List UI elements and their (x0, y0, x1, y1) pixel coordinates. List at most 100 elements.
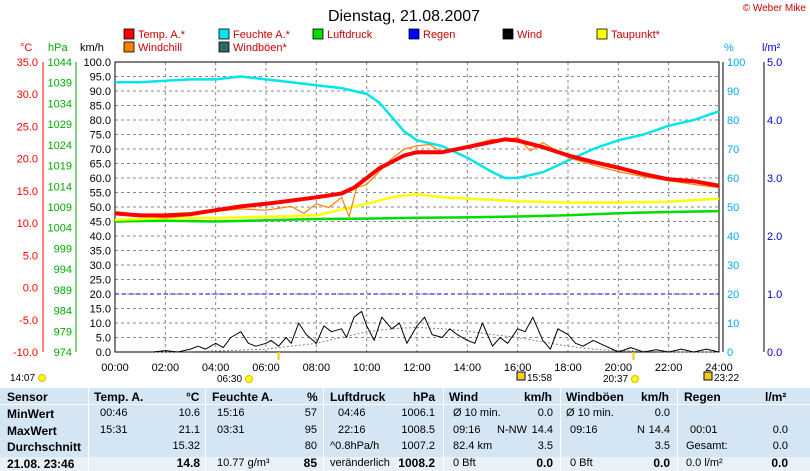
humidity-tick-label: 90 (727, 86, 739, 98)
pressure-tick-label: 974 (54, 347, 72, 359)
marker-time-label: 06:30 (217, 374, 242, 385)
legend-swatch (408, 28, 420, 40)
temp-tick-label: 20.0 (17, 154, 38, 166)
humidity-axis-label: % (724, 42, 734, 54)
wind-tick-label: 65.0 (90, 159, 111, 171)
hum-abs: 10.77 g/m³ (217, 457, 270, 469)
legend-label: Feuchte A.* (233, 29, 291, 41)
humidity-tick-label: 30 (727, 260, 739, 272)
wind-tick-label: 85.0 (90, 101, 111, 113)
legend-label: Taupunkt* (611, 29, 661, 41)
wind-tick-label: 25.0 (90, 275, 111, 287)
wind-r1-label: Ø 10 min. (453, 407, 501, 419)
y-axis-ticks: 35.0 30.0 25.0 20.0 15.0 10.0 5.0 0.0 -5.0 -10.0 1… (13, 57, 782, 359)
press-avg: 1007.2 (401, 440, 435, 452)
current-row-bg (0, 457, 810, 471)
humidity-tick-label: 40 (727, 231, 739, 243)
wind-tick-label: 50.0 (90, 202, 111, 214)
legend-swatch (502, 28, 514, 40)
pressure-axis-label: hPa (48, 42, 68, 54)
series-line (114, 137, 720, 218)
wind-r4-label: 0 Bft (453, 457, 476, 469)
gust-r3: 3.5 (654, 440, 670, 452)
temp-tick-label: 0.0 (23, 283, 38, 295)
wind-tick-label: 95.0 (90, 72, 111, 84)
pressure-tick-label: 999 (54, 243, 72, 255)
legend-label: Wind (517, 29, 542, 41)
wind-r2-label: 09:16 (453, 424, 481, 436)
time-markers: 14:07 06:30 15:58 20:37 23:22 (10, 352, 739, 385)
x-tick-label: 18:00 (554, 362, 582, 374)
x-tick-label: 08:00 (303, 362, 331, 374)
gust-r1: 0.0 (654, 407, 670, 419)
chart-title: Dienstag, 21.08.2007 (328, 8, 480, 25)
press-min: 1006.1 (401, 407, 435, 419)
temp-tick-label: -10.0 (13, 347, 38, 359)
temp-avg: 15.32 (172, 440, 200, 452)
temp-tick-label: -5.0 (19, 315, 38, 327)
weather-chart: Dienstag, 21.08.2007 © Weber Mike Temp. … (10, 3, 807, 385)
legend-label: Regen (423, 29, 455, 41)
press-header: Luftdruck (330, 390, 386, 404)
gust-r2-label: 09:16 (570, 424, 598, 436)
pressure-tick-label: 1034 (48, 98, 72, 110)
copyright-text: © Weber Mike (743, 3, 807, 14)
pressure-tick-label: 984 (54, 306, 72, 318)
hum-min-time: 15:16 (217, 407, 245, 419)
gust-unit: km/h (641, 390, 670, 404)
chart-legend: Temp. A.* Feuchte A.* Luftdruck Regen Wind Ta… (123, 28, 661, 54)
rain-axis-label: l/m² (762, 42, 781, 54)
pressure-tick-label: 989 (54, 285, 72, 297)
hum-avg: 80 (304, 440, 317, 452)
x-tick-label: 04:00 (202, 362, 230, 374)
marker-flag-icon (516, 371, 526, 381)
press-min-time: 04:46 (338, 407, 366, 419)
legend-label: Windchill (138, 42, 182, 54)
temp-unit: °C (186, 390, 200, 404)
hum-min: 57 (304, 407, 317, 419)
temp-header: Temp. A. (94, 390, 144, 404)
press-forecast: veränderlich (330, 457, 390, 469)
wind-tick-label: 75.0 (90, 130, 111, 142)
humidity-tick-label: 60 (727, 173, 739, 185)
temp-tick-label: 30.0 (17, 89, 38, 101)
plot-frame (114, 61, 720, 353)
legend-swatch (218, 41, 230, 53)
row-current-label: 21.08. 23:46 (7, 457, 75, 471)
rain-r3-label: Gesamt: (686, 440, 728, 452)
axis-unit-labels: °C hPa km/h% l/m² (20, 42, 781, 54)
temp-current: 14.8 (176, 456, 200, 470)
legend-label: Windböen* (233, 42, 288, 54)
row-sensor-label: Sensor (7, 390, 48, 404)
wind-header: Wind (449, 390, 479, 404)
temp-tick-label: 35.0 (17, 57, 38, 69)
humidity-tick-label: 100 (727, 57, 745, 69)
legend-swatch (123, 28, 135, 40)
humidity-tick-label: 10 (727, 318, 739, 330)
rain-tick-label: 4.0 (767, 115, 782, 127)
humidity-tick-label: 80 (727, 115, 739, 127)
gust-header: Windböen (566, 390, 624, 404)
legend-label: Temp. A.* (138, 29, 186, 41)
x-tick-label: 22:00 (655, 362, 683, 374)
pressure-tick-label: 994 (54, 264, 72, 276)
wind-tick-label: 20.0 (90, 289, 111, 301)
wind-tick-label: 5.0 (96, 333, 111, 345)
rain-tick-label: 1.0 (767, 289, 782, 301)
wind-tick-label: 10.0 (90, 318, 111, 330)
hum-unit: % (307, 390, 318, 404)
pressure-tick-label: 1029 (48, 119, 72, 131)
x-tick-label: 06:00 (252, 362, 280, 374)
hum-header: Feuchte A. (212, 390, 273, 404)
pressure-tick-label: 1019 (48, 161, 72, 173)
temp-max: 21.1 (178, 424, 200, 436)
pressure-tick-label: 1009 (48, 202, 72, 214)
temp-tick-label: 25.0 (17, 121, 38, 133)
temp-tick-label: 15.0 (17, 186, 38, 198)
wind-r4: 0.0 (536, 456, 553, 470)
wind-tick-label: 30.0 (90, 260, 111, 272)
wind-tick-label: 55.0 (90, 188, 111, 200)
stats-table: Sensor MinWert MaxWert Durchschnitt 21.0… (0, 388, 810, 471)
x-tick-label: 14:00 (454, 362, 482, 374)
row-max-label: MaxWert (7, 424, 57, 438)
